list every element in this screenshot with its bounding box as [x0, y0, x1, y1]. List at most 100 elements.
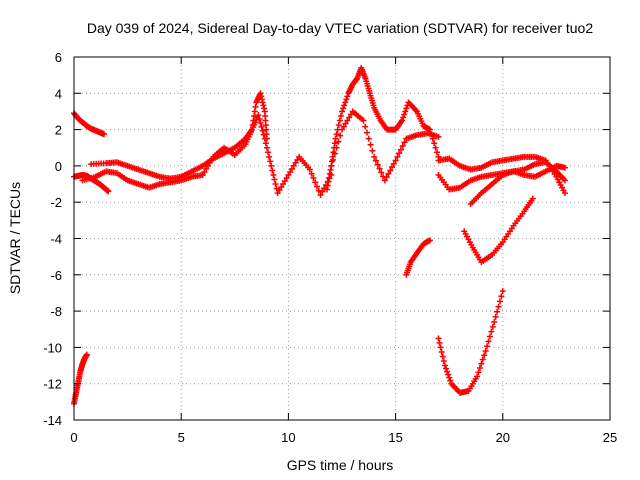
data-point-fill: [446, 374, 453, 381]
data-point-fill: [257, 119, 264, 126]
data-point-fill: [333, 131, 340, 138]
x-axis-ticks: 0 5 10 15 20 25: [70, 57, 617, 445]
data-point-fill: [335, 122, 342, 129]
data-point-fill: [369, 147, 376, 154]
data-point: [561, 164, 568, 171]
data-point-fill: [486, 333, 493, 340]
y-tick-label: -10: [43, 340, 62, 355]
data-point-fill: [484, 343, 491, 350]
data-point: [268, 162, 275, 169]
y-tick-label: -14: [43, 413, 62, 428]
data-point-fill: [496, 298, 503, 305]
data-point-fill: [330, 156, 337, 163]
data-point-fill: [387, 167, 394, 174]
series-arc-6: [199, 90, 270, 178]
data-point-fill: [498, 293, 505, 300]
series-arc-13: [461, 195, 536, 266]
data-point-fill: [402, 108, 409, 115]
data-point-fill: [492, 313, 499, 320]
data-point-fill: [445, 371, 452, 378]
data-point-fill: [342, 120, 349, 127]
data-point-fill: [365, 135, 372, 142]
x-tick-label: 20: [496, 430, 510, 445]
data-point-fill: [389, 164, 396, 171]
series-arc-7: [323, 64, 442, 193]
data-point: [529, 195, 536, 202]
chart-title: Day 039 of 2024, Sidereal Day-to-day VTE…: [87, 20, 594, 36]
data-point-fill: [383, 174, 390, 181]
data-point-fill: [335, 138, 342, 145]
data-point-fill: [485, 338, 492, 345]
data-point-fill: [403, 105, 410, 112]
data-points: [71, 64, 568, 407]
x-axis-label: GPS time / hours: [287, 457, 394, 473]
series-arc-14: [435, 288, 506, 396]
data-point-fill: [206, 159, 213, 166]
data-point-fill: [267, 158, 274, 165]
data-point: [499, 288, 506, 295]
data-point-fill: [294, 156, 301, 163]
series-arc-5: [88, 112, 335, 198]
data-point: [339, 108, 345, 115]
data-point-fill: [439, 353, 446, 360]
y-tick-label: -12: [43, 377, 62, 392]
data-point-fill: [438, 348, 445, 355]
data-point: [263, 135, 270, 142]
data-point: [332, 135, 339, 142]
y-tick-label: -2: [50, 195, 62, 210]
data-point-fill: [337, 132, 344, 139]
data-point-fill: [337, 112, 344, 119]
data-point-fill: [287, 168, 294, 175]
data-point-fill: [481, 352, 488, 359]
data-point-fill: [434, 149, 441, 156]
y-tick-label: 6: [55, 50, 62, 65]
data-point-fill: [374, 161, 381, 168]
data-point-fill: [278, 184, 285, 191]
data-point: [392, 157, 399, 164]
data-point: [441, 362, 448, 369]
data-point-fill: [436, 339, 443, 346]
data-point-fill: [432, 144, 439, 151]
data-point-fill: [396, 150, 403, 157]
data-point-fill: [265, 149, 272, 156]
data-point-fill: [340, 123, 347, 130]
data-point: [426, 237, 433, 244]
y-tick-label: -8: [50, 304, 62, 319]
series-arc-8: [328, 108, 442, 184]
data-point: [491, 318, 498, 325]
data-point-fill: [312, 179, 319, 186]
data-point-fill: [344, 93, 351, 100]
data-point-fill: [341, 102, 348, 109]
data-point-fill: [201, 168, 208, 175]
data-point-fill: [331, 150, 338, 157]
data-point-fill: [364, 129, 371, 136]
x-tick-label: 15: [388, 430, 402, 445]
data-point-fill: [203, 165, 210, 172]
data-point: [339, 126, 345, 133]
data-point-fill: [271, 176, 278, 183]
data-point-fill: [385, 170, 392, 177]
data-point: [317, 191, 324, 198]
data-point-fill: [256, 116, 263, 123]
data-point-fill: [319, 188, 326, 195]
data-point-fill: [437, 344, 444, 351]
data-point-fill: [401, 139, 408, 146]
data-point: [381, 177, 388, 184]
data-point-fill: [342, 99, 349, 106]
data-point-fill: [290, 162, 297, 169]
data-point: [360, 117, 367, 124]
data-point: [101, 131, 108, 138]
data-point-fill: [444, 368, 451, 375]
data-point: [285, 171, 292, 178]
data-point-fill: [475, 369, 482, 376]
data-point-fill: [431, 140, 438, 147]
data-point: [435, 335, 442, 342]
data-point-fill: [292, 159, 299, 166]
y-tick-label: 2: [55, 123, 62, 138]
data-point-fill: [362, 123, 369, 130]
data-point-fill: [479, 356, 486, 363]
data-point-fill: [308, 170, 315, 177]
y-axis-label: SDTVAR / TECUs: [7, 182, 23, 294]
data-point-fill: [346, 114, 353, 121]
data-point-fill: [313, 183, 320, 190]
